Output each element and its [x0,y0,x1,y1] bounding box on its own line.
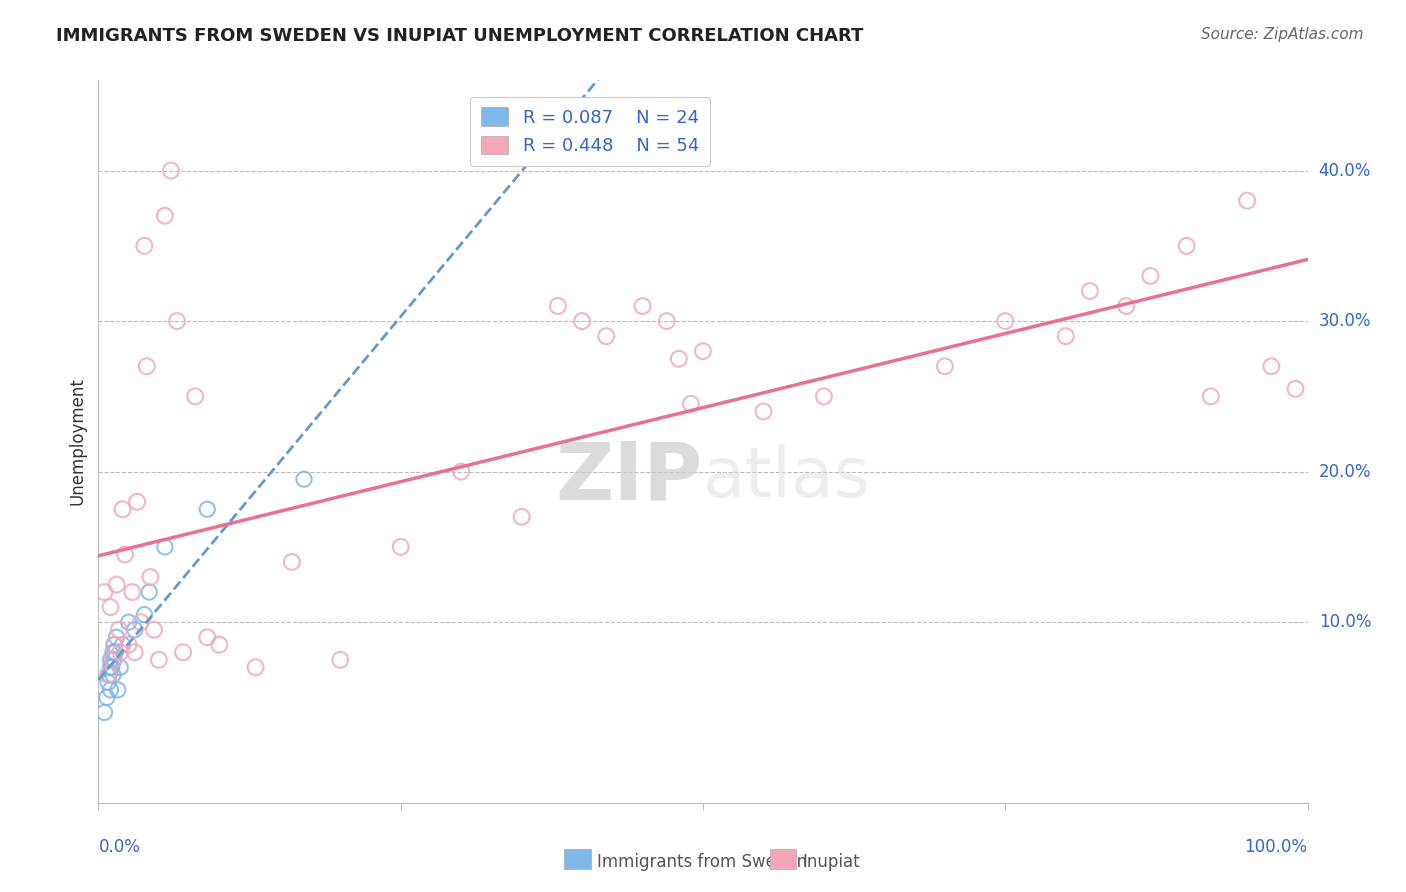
Point [98,668,121,682]
Point [103,653,125,667]
Text: Source: ZipAtlas.com: Source: ZipAtlas.com [1201,27,1364,42]
Point [655,314,678,328]
Point [752,404,775,418]
Legend: R = 0.087    N = 24, R = 0.448    N = 54: R = 0.087 N = 24, R = 0.448 N = 54 [470,96,710,166]
Point [114,548,136,562]
Point [105,577,128,591]
FancyBboxPatch shape [769,849,796,870]
Point [160,163,183,178]
Point [100,682,122,697]
Point [129,615,152,630]
Point [103,638,125,652]
Point [166,314,188,328]
Text: 30.0%: 30.0% [1319,312,1371,330]
Point [121,585,143,599]
Point [101,653,124,667]
FancyBboxPatch shape [564,849,591,870]
Point [329,653,352,667]
Point [93,706,115,720]
Point [934,359,956,374]
Point [1236,194,1258,208]
Point [97,668,120,682]
Point [1199,389,1222,403]
Point [1054,329,1077,343]
Point [153,540,176,554]
Point [389,540,412,554]
Point [1139,268,1161,283]
Point [1175,239,1198,253]
Point [135,359,157,374]
Text: 0.0%: 0.0% [98,838,141,855]
Point [1078,284,1101,298]
Point [105,630,128,644]
Text: 10.0%: 10.0% [1319,613,1371,632]
Point [134,607,156,622]
Point [1284,382,1306,396]
Point [281,555,304,569]
Point [138,585,160,599]
Point [208,638,231,652]
Point [994,314,1017,328]
Point [134,239,156,253]
Point [195,502,218,516]
Text: IMMIGRANTS FROM SWEDEN VS INUPIAT UNEMPLOYMENT CORRELATION CHART: IMMIGRANTS FROM SWEDEN VS INUPIAT UNEMPL… [56,27,863,45]
Point [118,638,141,652]
Point [111,502,134,516]
Point [100,660,122,674]
Text: Inupiat: Inupiat [803,854,860,871]
Point [124,645,146,659]
Point [668,351,690,366]
Point [1115,299,1137,313]
Point [111,638,134,652]
Text: 20.0%: 20.0% [1319,463,1371,481]
Point [93,585,115,599]
Point [547,299,569,313]
Point [124,623,146,637]
Point [813,389,835,403]
Point [108,623,131,637]
Point [100,653,122,667]
Point [101,645,124,659]
Point [450,465,472,479]
Point [692,344,714,359]
Point [103,638,125,652]
Text: Immigrants from Sweden: Immigrants from Sweden [596,854,807,871]
Point [143,623,166,637]
Point [108,660,131,674]
Point [100,660,122,674]
Point [118,615,141,630]
Text: 100.0%: 100.0% [1244,838,1308,855]
Point [292,472,315,486]
Point [127,494,149,508]
Point [1260,359,1282,374]
Text: atlas: atlas [703,444,870,511]
Point [510,509,533,524]
Point [631,299,654,313]
Point [148,653,170,667]
Point [104,645,127,659]
Point [172,645,194,659]
Point [108,645,131,659]
Point [107,682,129,697]
Point [595,329,617,343]
Point [101,668,124,682]
Y-axis label: Unemployment: Unemployment [69,377,87,506]
Point [571,314,593,328]
Point [245,660,267,674]
Point [153,209,176,223]
Point [96,690,118,705]
Text: ZIP: ZIP [555,439,703,516]
Text: 40.0%: 40.0% [1319,161,1371,179]
Point [97,675,120,690]
Point [184,389,207,403]
Point [100,600,122,615]
Point [139,570,162,584]
Point [679,397,702,411]
Point [195,630,218,644]
